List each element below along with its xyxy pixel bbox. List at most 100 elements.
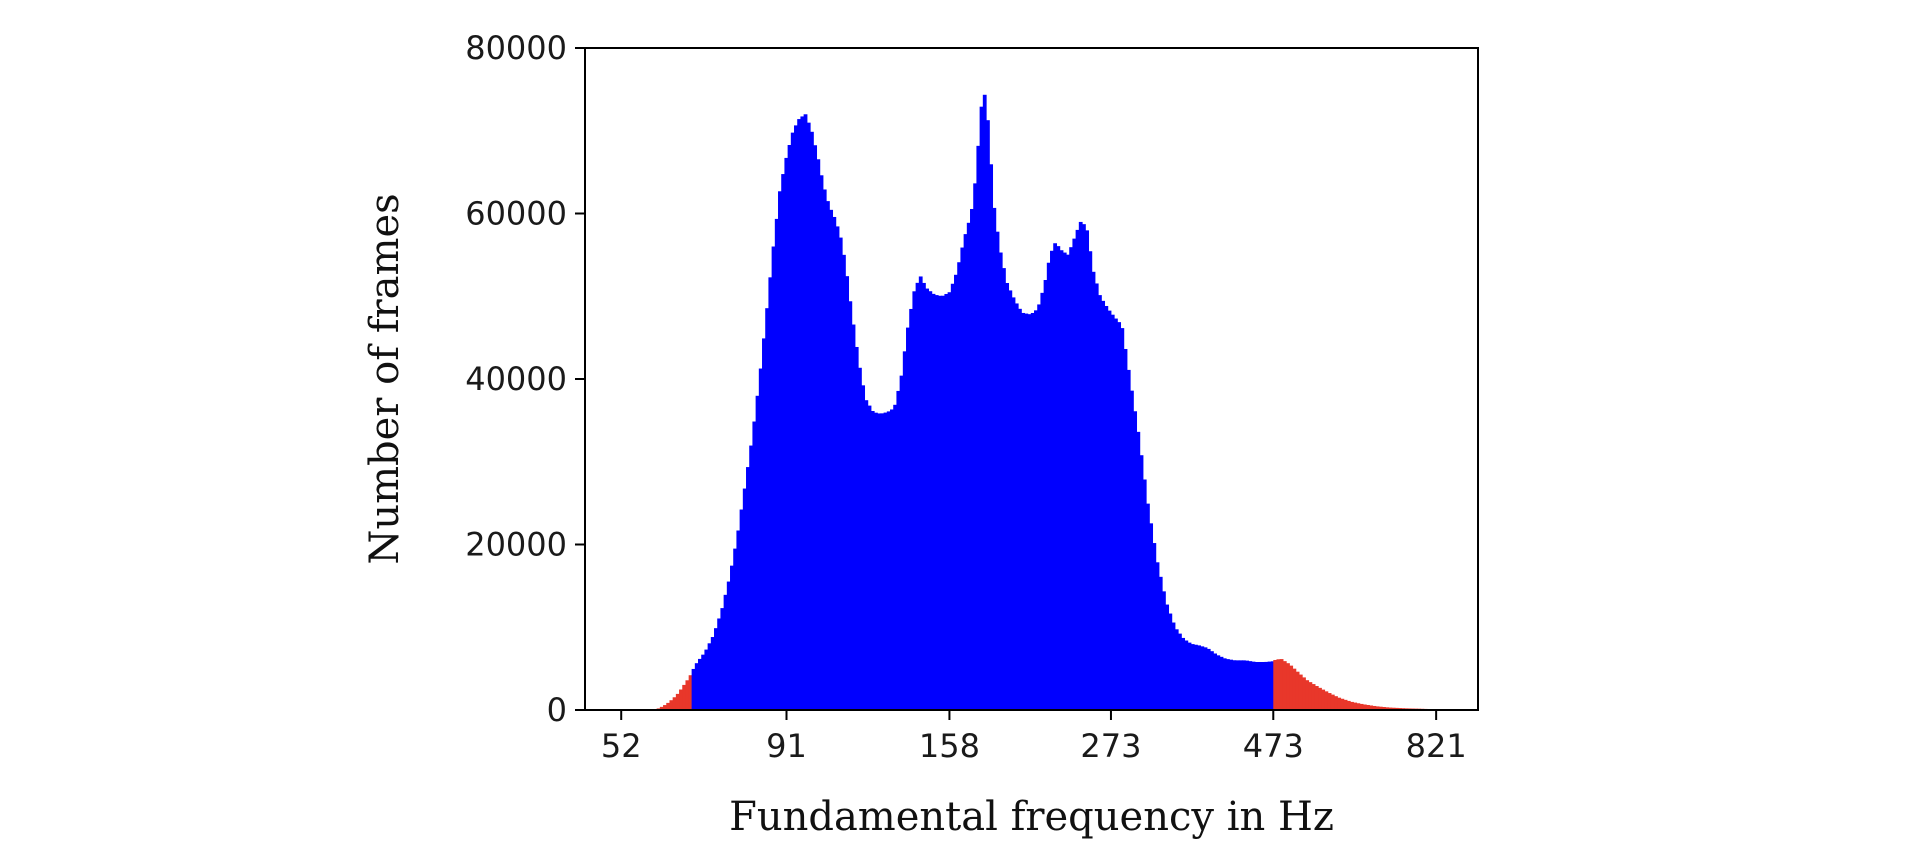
histogram-bar bbox=[1362, 704, 1367, 710]
histogram-bar bbox=[1302, 677, 1306, 710]
histogram-bar bbox=[848, 301, 853, 710]
histogram-bar bbox=[1206, 648, 1211, 710]
histogram-bar bbox=[1258, 662, 1262, 710]
histogram-bar bbox=[1353, 702, 1358, 710]
histogram-bar bbox=[813, 145, 818, 711]
histogram-bar bbox=[762, 338, 766, 710]
histogram-bar bbox=[1059, 250, 1064, 711]
histogram-bar bbox=[1187, 642, 1192, 710]
histogram-bar bbox=[698, 658, 702, 710]
histogram-bar bbox=[1254, 662, 1259, 710]
histogram-bar bbox=[838, 237, 843, 710]
histogram-bar bbox=[1273, 659, 1278, 710]
histogram-bar bbox=[1088, 251, 1093, 711]
histogram-bar bbox=[1308, 682, 1313, 710]
histogram-bar bbox=[685, 680, 690, 710]
histogram-bar bbox=[979, 106, 984, 711]
histogram-bar bbox=[934, 295, 939, 710]
y-tick-label: 80000 bbox=[465, 29, 567, 67]
histogram-bar bbox=[1261, 662, 1266, 710]
histogram-bar bbox=[707, 643, 712, 710]
histogram-bar bbox=[1011, 297, 1016, 710]
histogram-bar bbox=[1292, 668, 1297, 710]
histogram-bar bbox=[1295, 671, 1300, 710]
histogram-bar bbox=[1305, 680, 1310, 710]
histogram-bar bbox=[1394, 707, 1399, 710]
histogram-bar bbox=[899, 375, 904, 710]
histogram-bar bbox=[1219, 656, 1224, 710]
histogram-bar bbox=[1238, 660, 1243, 710]
histogram-bar bbox=[989, 164, 994, 710]
histogram-bar bbox=[835, 226, 840, 710]
histogram-bar bbox=[669, 700, 674, 710]
histogram-bar bbox=[1149, 523, 1154, 710]
histogram-bar bbox=[1235, 660, 1240, 710]
x-axis-ticks: 52 91 158 273 473 821 bbox=[601, 710, 1467, 765]
histogram-bar bbox=[758, 368, 763, 710]
histogram-bar bbox=[1251, 661, 1256, 710]
histogram-bar bbox=[1327, 693, 1332, 710]
histogram-bar bbox=[819, 175, 824, 711]
x-tick-label: 158 bbox=[919, 727, 980, 765]
histogram-bar bbox=[915, 282, 920, 710]
histogram-bar bbox=[1126, 369, 1131, 710]
histogram-bar bbox=[1318, 687, 1322, 710]
histogram-bar bbox=[1021, 312, 1026, 710]
histogram-bar bbox=[1050, 250, 1054, 710]
histogram-bar bbox=[730, 565, 734, 710]
histogram-bar bbox=[1375, 706, 1380, 710]
histogram-bar bbox=[976, 145, 981, 711]
histogram-bar bbox=[1005, 283, 1010, 710]
histogram-bar bbox=[1030, 312, 1035, 710]
histogram-bar bbox=[1117, 322, 1122, 710]
histogram-bar bbox=[781, 174, 786, 710]
histogram-bar bbox=[851, 324, 856, 710]
histogram-bar bbox=[768, 277, 773, 710]
histogram-bar bbox=[938, 295, 942, 710]
histogram-bar bbox=[1130, 390, 1134, 710]
histogram-bar bbox=[890, 409, 894, 710]
histogram-bar bbox=[679, 689, 683, 710]
histogram-bar bbox=[1350, 701, 1354, 710]
histogram-bar bbox=[1037, 304, 1042, 710]
histogram-bar bbox=[794, 125, 798, 710]
histogram-bar bbox=[1334, 696, 1338, 710]
histogram-bar bbox=[704, 649, 709, 710]
histogram-bar bbox=[710, 637, 715, 710]
histogram-bar bbox=[1267, 661, 1272, 710]
histogram-bar bbox=[960, 247, 965, 711]
histogram-bar bbox=[893, 404, 898, 710]
histogram-bar bbox=[1359, 703, 1364, 710]
histogram-bar bbox=[1276, 659, 1281, 710]
histogram-bar bbox=[1382, 707, 1386, 710]
histogram-bar bbox=[1162, 591, 1166, 710]
histogram-bar bbox=[1229, 659, 1234, 710]
histogram-bar bbox=[810, 131, 814, 711]
histogram-bar bbox=[746, 467, 750, 710]
histogram-bar bbox=[826, 201, 830, 711]
histogram-bar bbox=[1314, 686, 1319, 710]
histogram-bar bbox=[1123, 349, 1128, 710]
histogram-bar bbox=[1152, 543, 1157, 710]
histogram-bar bbox=[1181, 637, 1186, 710]
histogram-bar bbox=[880, 413, 885, 710]
histogram-bar bbox=[1197, 645, 1202, 710]
histogram-bar bbox=[1324, 691, 1329, 710]
histogram-bar bbox=[1216, 655, 1221, 710]
histogram-bar bbox=[822, 189, 827, 710]
histogram-bar bbox=[886, 411, 891, 710]
histogram-bar bbox=[1385, 707, 1390, 710]
histogram-bar bbox=[1120, 328, 1125, 710]
histogram-bar bbox=[790, 132, 795, 710]
histogram-bar bbox=[950, 283, 955, 710]
histogram-bar bbox=[1104, 305, 1109, 710]
x-tick-label: 473 bbox=[1243, 727, 1304, 765]
x-tick-label: 273 bbox=[1080, 727, 1141, 765]
histogram-bar bbox=[944, 293, 949, 710]
histogram-bar bbox=[1040, 292, 1045, 710]
histogram-bar bbox=[1114, 318, 1118, 710]
histogram-bar bbox=[1298, 674, 1303, 710]
histogram-bar bbox=[765, 308, 770, 710]
histogram-bar bbox=[957, 262, 962, 710]
histogram-bar bbox=[998, 252, 1003, 710]
